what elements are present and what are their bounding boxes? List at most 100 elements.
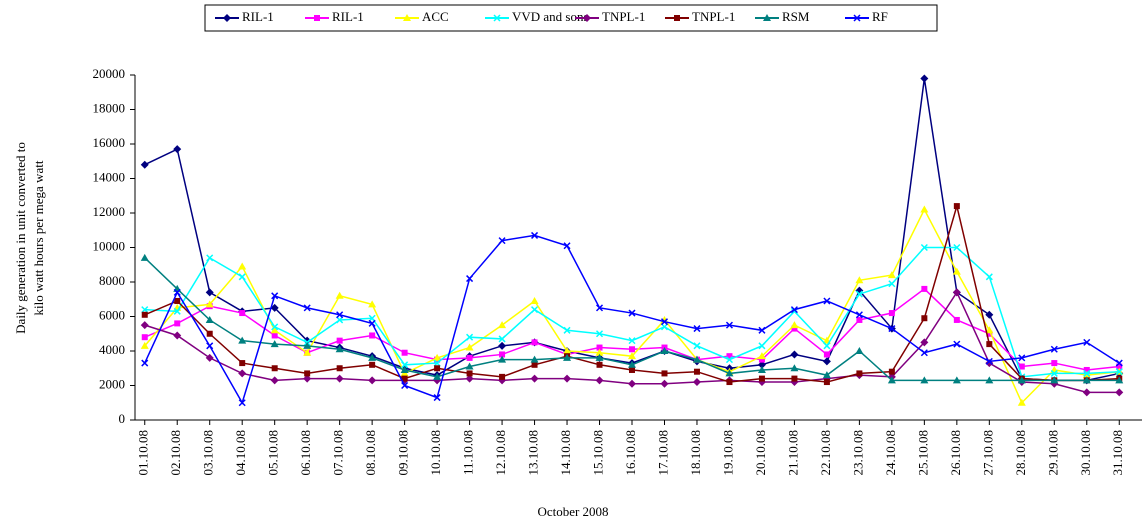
marker — [1050, 376, 1059, 384]
marker — [1082, 376, 1091, 384]
marker — [856, 370, 863, 377]
marker — [1050, 365, 1059, 373]
marker — [303, 304, 311, 312]
marker — [822, 357, 831, 366]
x-axis-title: October 2008 — [537, 504, 608, 519]
marker — [499, 373, 506, 380]
marker — [303, 374, 312, 383]
marker — [271, 323, 279, 331]
marker — [856, 316, 863, 323]
x-tick-label: 28.10.08 — [1013, 430, 1028, 476]
marker — [692, 378, 701, 387]
marker — [173, 307, 181, 315]
marker — [595, 330, 604, 338]
marker — [855, 290, 863, 298]
marker — [314, 15, 320, 21]
marker — [952, 267, 961, 275]
marker — [433, 359, 441, 367]
marker — [628, 352, 637, 360]
marker — [238, 369, 247, 378]
x-tick-label: 30.10.08 — [1078, 430, 1093, 476]
marker — [223, 14, 231, 22]
marker — [725, 321, 733, 329]
marker — [920, 349, 928, 357]
marker — [1051, 360, 1058, 367]
series-line — [144, 234, 1120, 405]
marker — [693, 325, 701, 333]
marker — [466, 370, 473, 377]
marker — [531, 361, 538, 368]
marker — [888, 310, 895, 317]
marker — [401, 375, 408, 382]
marker — [1083, 366, 1090, 373]
marker — [140, 341, 149, 349]
marker — [661, 370, 668, 377]
marker — [952, 288, 961, 297]
marker — [1050, 369, 1058, 377]
marker — [757, 352, 766, 360]
marker — [693, 342, 701, 350]
x-tick-label: 07.10.08 — [331, 430, 346, 476]
x-tick-label: 18.10.08 — [688, 430, 703, 476]
marker — [173, 331, 182, 340]
marker — [336, 316, 344, 324]
x-tick-label: 23.10.08 — [850, 430, 865, 476]
marker — [493, 14, 501, 22]
marker — [141, 334, 148, 341]
marker — [174, 297, 181, 304]
marker — [174, 320, 181, 327]
marker — [303, 348, 312, 356]
marker — [238, 262, 247, 270]
legend-label: RIL-1 — [242, 9, 274, 24]
x-tick-label: 14.10.08 — [558, 430, 573, 476]
marker — [595, 376, 604, 385]
marker — [531, 306, 539, 314]
x-tick-label: 13.10.08 — [526, 430, 541, 476]
marker — [888, 368, 895, 375]
marker — [368, 300, 377, 308]
y-tick-label: 12000 — [93, 204, 126, 219]
x-tick-label: 22.10.08 — [818, 430, 833, 476]
marker — [238, 399, 246, 407]
marker — [206, 330, 213, 337]
marker — [563, 374, 572, 383]
marker — [336, 365, 343, 372]
marker — [1115, 359, 1123, 367]
marker — [629, 366, 636, 373]
marker — [336, 337, 343, 344]
marker — [595, 348, 604, 356]
marker — [434, 365, 441, 372]
marker — [953, 203, 960, 210]
marker — [563, 347, 572, 354]
marker — [498, 237, 506, 245]
marker — [239, 310, 246, 317]
marker — [790, 321, 799, 329]
marker — [1115, 368, 1123, 376]
marker — [303, 341, 312, 349]
marker — [530, 374, 539, 383]
x-tick-label: 12.10.08 — [493, 430, 508, 476]
marker — [920, 376, 929, 384]
marker — [888, 280, 896, 288]
y-tick-label: 4000 — [99, 342, 125, 357]
marker — [985, 326, 994, 334]
x-tick-label: 24.10.08 — [883, 430, 898, 476]
marker — [674, 15, 680, 21]
x-tick-label: 11.10.08 — [461, 430, 476, 475]
y-tick-label: 0 — [119, 411, 126, 426]
marker — [433, 394, 441, 402]
marker — [270, 303, 279, 312]
x-tick-label: 17.10.08 — [655, 430, 670, 476]
x-tick-label: 09.10.08 — [396, 430, 411, 476]
marker — [887, 376, 896, 384]
marker — [498, 355, 507, 363]
marker — [270, 376, 279, 385]
marker — [791, 375, 798, 382]
x-tick-label: 26.10.08 — [948, 430, 963, 476]
marker — [401, 361, 409, 369]
marker — [403, 14, 411, 21]
marker — [1083, 338, 1091, 346]
x-tick-label: 05.10.08 — [266, 430, 281, 476]
marker — [465, 362, 474, 370]
marker — [595, 304, 604, 312]
